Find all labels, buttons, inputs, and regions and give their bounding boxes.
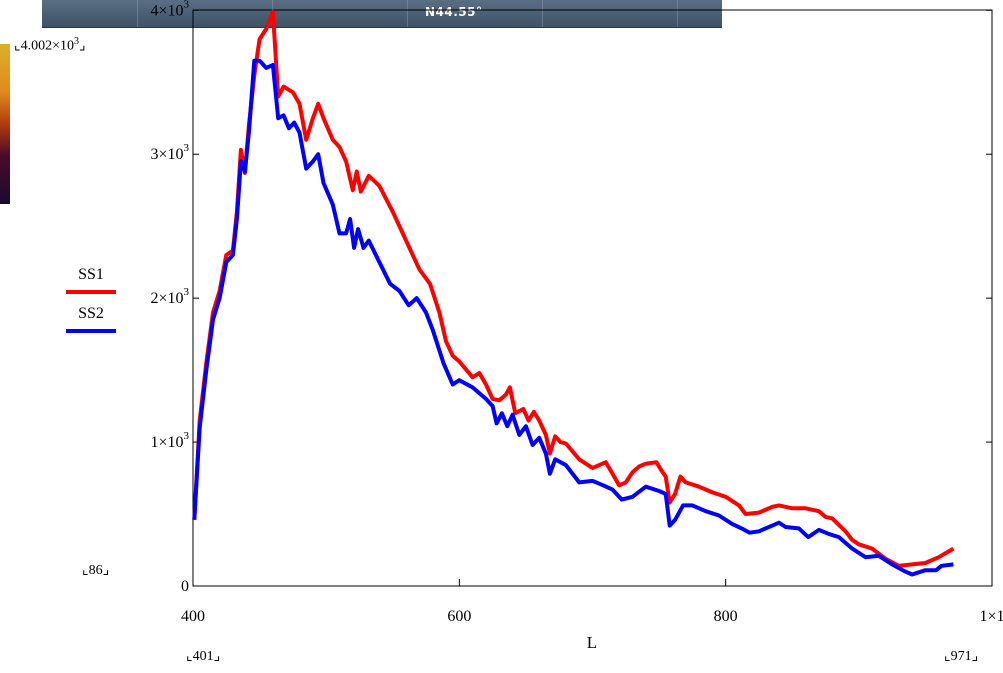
color-scale-strip bbox=[0, 44, 10, 204]
axis-ticks: 400 600 800 1×1 0 1×103 2×103 3×103 4×103 bbox=[150, 0, 1003, 625]
series-line-ss2 bbox=[192, 58, 954, 577]
series-lines bbox=[192, 9, 955, 577]
y-max-marker: ⌞4.002×103⌟ bbox=[14, 36, 86, 54]
y-tick-label: 2×103 bbox=[150, 286, 189, 307]
y-max-value: 4.002×10 bbox=[20, 38, 74, 54]
y-tick-label: 3×103 bbox=[150, 142, 189, 163]
series-line-ss1 bbox=[192, 9, 955, 568]
y-min-value: 86 bbox=[88, 563, 103, 578]
x-max-value: 971 bbox=[950, 649, 972, 664]
coordinate-readout: N44.55° bbox=[425, 5, 483, 19]
map-header-strip: N44.55° bbox=[42, 0, 722, 28]
x-tick-label: 800 bbox=[714, 608, 738, 625]
y-max-exponent: 3 bbox=[73, 36, 79, 47]
y-tick-label: 4×103 bbox=[150, 0, 189, 19]
x-min-marker: ⌞401⌟ bbox=[186, 649, 221, 664]
x-tick-label: 400 bbox=[181, 608, 205, 625]
legend: SS1 SS2 bbox=[66, 266, 116, 333]
x-axis-label: L bbox=[587, 633, 597, 652]
y-tick-label: 0 bbox=[181, 578, 189, 595]
y-min-marker: ⌞86⌟ bbox=[82, 563, 110, 578]
x-tick-label: 1×1 bbox=[979, 608, 1003, 625]
x-min-value: 401 bbox=[192, 649, 214, 664]
x-tick-label: 600 bbox=[447, 608, 471, 625]
x-max-marker: ⌞971⌟ bbox=[944, 649, 979, 664]
legend-label-ss1: SS1 bbox=[78, 266, 104, 283]
y-tick-label: 1×103 bbox=[150, 430, 189, 451]
plot-frame bbox=[192, 9, 993, 587]
legend-label-ss2: SS2 bbox=[78, 305, 104, 322]
